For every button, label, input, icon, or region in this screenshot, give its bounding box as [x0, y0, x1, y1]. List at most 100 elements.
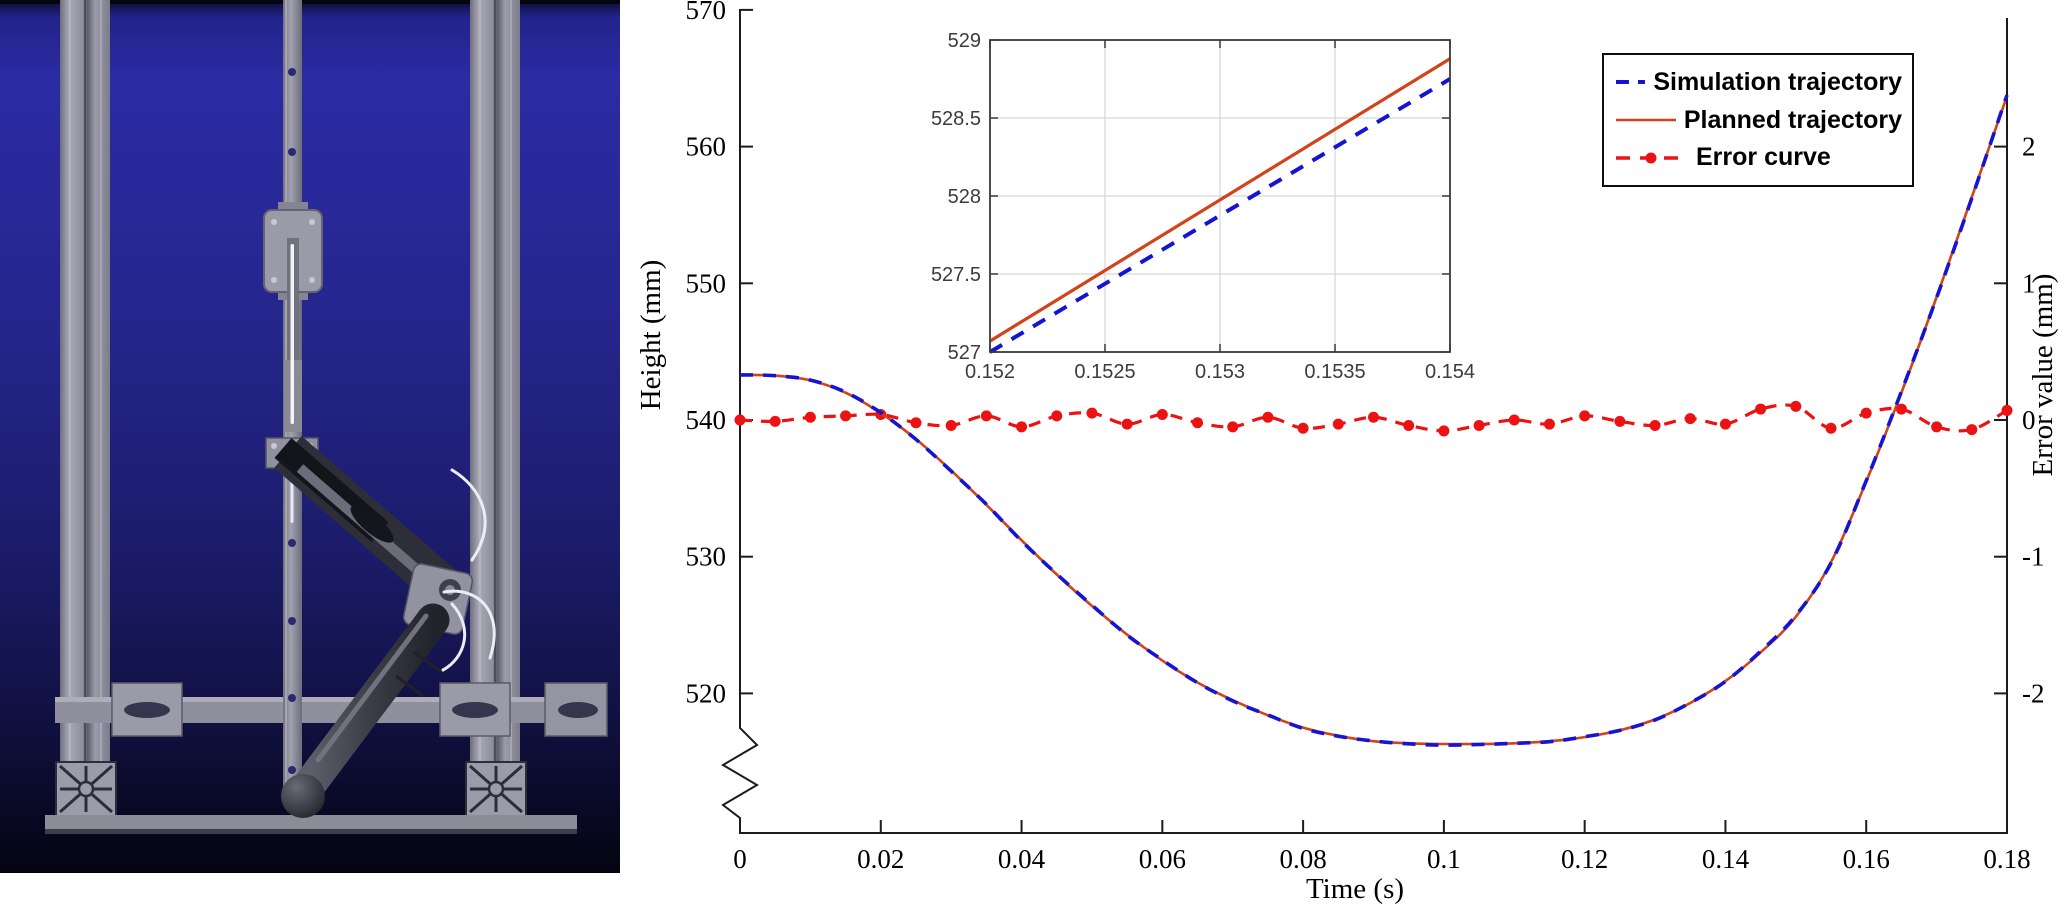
error-data-point	[1156, 409, 1168, 421]
inset-x-tick-label: 0.1535	[1304, 361, 1365, 383]
inset-x-tick-label: 0.154	[1425, 361, 1475, 383]
robot-rig-photo	[0, 0, 620, 873]
error-data-point	[2001, 404, 2013, 416]
x-axis-title: Time (s)	[1306, 873, 1404, 905]
planned-line-sample-icon	[1616, 118, 1676, 122]
x-tick-label: 0.1	[1427, 844, 1461, 874]
error-data-point	[980, 410, 992, 422]
error-data-point	[769, 415, 781, 427]
error-data-point	[1403, 419, 1415, 431]
simulation-line-sample-icon	[1616, 80, 1646, 85]
error-data-point	[1825, 422, 1837, 434]
legend-item-error: Error curve	[1614, 143, 1902, 172]
x-tick-label: 0.14	[1702, 844, 1750, 874]
axes	[721, 9, 2008, 834]
error-line-sample-icon	[1616, 152, 1686, 164]
y-left-tick-label: 520	[686, 678, 727, 708]
wires	[441, 468, 496, 672]
error-data-point	[1332, 418, 1344, 430]
error-data-point	[1649, 419, 1661, 431]
error-curve-line	[734, 400, 2013, 437]
shank-cylinder	[293, 603, 450, 801]
error-data-point	[1684, 413, 1696, 425]
error-data-point	[1297, 422, 1309, 434]
error-data-point	[1227, 421, 1239, 433]
x-axis-ticks: 0 0.02 0.04 0.06 0.08 0.1 0.12 0.14 0.16 0.18	[733, 820, 2031, 874]
y-left-tick-label: 540	[686, 405, 727, 435]
error-data-point	[1579, 410, 1591, 422]
y-left-tick-label: 570	[686, 0, 727, 25]
right-extrusion-rail	[470, 0, 520, 790]
error-data-point	[1508, 414, 1520, 426]
error-data-point	[1016, 421, 1028, 433]
y-right-tick-label: 0	[2022, 405, 2036, 435]
error-data-point	[804, 411, 816, 423]
inset-y-tick-label: 529	[948, 30, 981, 52]
y-left-tick-label: 560	[686, 132, 727, 162]
x-tick-label: 0.12	[1561, 844, 1608, 874]
foot-ball	[281, 774, 325, 818]
error-data-point	[1262, 411, 1274, 423]
inset-y-tick-label: 527.5	[931, 264, 981, 286]
simulation-trajectory-line	[739, 94, 2009, 747]
inset-y-tick-label: 528.5	[931, 108, 981, 130]
inset-y-tick-label: 527	[948, 342, 981, 364]
error-data-point	[734, 414, 746, 426]
error-data-point	[1543, 418, 1555, 430]
y-axis-left-title: Height (mm)	[635, 260, 667, 411]
error-data-point	[910, 417, 922, 429]
y-right-tick-label: -2	[2022, 678, 2045, 708]
axis-lines-with-break	[721, 9, 2008, 834]
error-data-point	[1790, 400, 1802, 412]
y-axis-left-ticks: 570 560 550 540 530 520	[686, 0, 753, 708]
planned-trajectory-path	[739, 95, 2009, 746]
error-data-point	[1614, 415, 1626, 427]
x-tick-label: 0.18	[1983, 844, 2030, 874]
simulation-trajectory-path	[739, 94, 2009, 747]
x-tick-label: 0.02	[857, 844, 904, 874]
inset-x-tick-label: 0.152	[965, 361, 1015, 383]
y-axis-right-ticks: 2 1 0 -1 -2	[1994, 132, 2045, 708]
cross-beam	[55, 682, 608, 737]
guide-rod	[284, 238, 302, 432]
legend-item-simulation: Simulation trajectory	[1614, 68, 1902, 97]
x-tick-label: 0	[733, 844, 747, 874]
y-left-tick-label: 530	[686, 542, 727, 572]
rail-foot-right	[465, 761, 527, 817]
error-data-point	[840, 410, 852, 422]
error-data-point	[1438, 425, 1450, 437]
planned-trajectory-line	[739, 95, 2009, 746]
legend-label-planned: Planned trajectory	[1683, 105, 1902, 134]
x-tick-label: 0.06	[1139, 844, 1186, 874]
y-right-tick-label: -1	[2022, 542, 2045, 572]
error-data-point	[1966, 424, 1978, 436]
legend-item-planned: Planned trajectory	[1614, 106, 1902, 135]
error-data-point	[1755, 403, 1767, 415]
error-data-point	[1931, 421, 1943, 433]
y-left-tick-label: 550	[686, 268, 727, 298]
base-plate	[45, 815, 577, 834]
error-data-point	[1719, 418, 1731, 430]
y-right-tick-label: 2	[2022, 132, 2036, 162]
inset-x-tick-label: 0.1525	[1074, 361, 1135, 383]
x-tick-label: 0.16	[1843, 844, 1890, 874]
error-data-point	[1192, 417, 1204, 429]
error-data-point	[1051, 410, 1063, 422]
inset-planned-line	[989, 57, 1451, 343]
error-data-point	[1086, 407, 1098, 419]
left-extrusion-rail	[60, 0, 110, 790]
error-data-point	[1368, 411, 1379, 423]
legend-label-simulation: Simulation trajectory	[1653, 67, 1902, 96]
x-tick-label: 0.04	[998, 844, 1046, 874]
y-axis-right-title: Error value (mm)	[2027, 274, 2059, 477]
error-data-point	[1895, 403, 1907, 415]
legend-label-error: Error curve	[1696, 143, 1831, 172]
error-data-point	[945, 419, 957, 431]
inset-zoom-plot: 0.152 0.1525 0.153 0.1535 0.154 527 527.5 528 52…	[931, 30, 1475, 383]
error-data-point	[1473, 419, 1485, 431]
error-data-point	[1860, 407, 1872, 419]
error-data-point	[1121, 418, 1133, 430]
y-right-tick-label: 1	[2022, 268, 2036, 298]
